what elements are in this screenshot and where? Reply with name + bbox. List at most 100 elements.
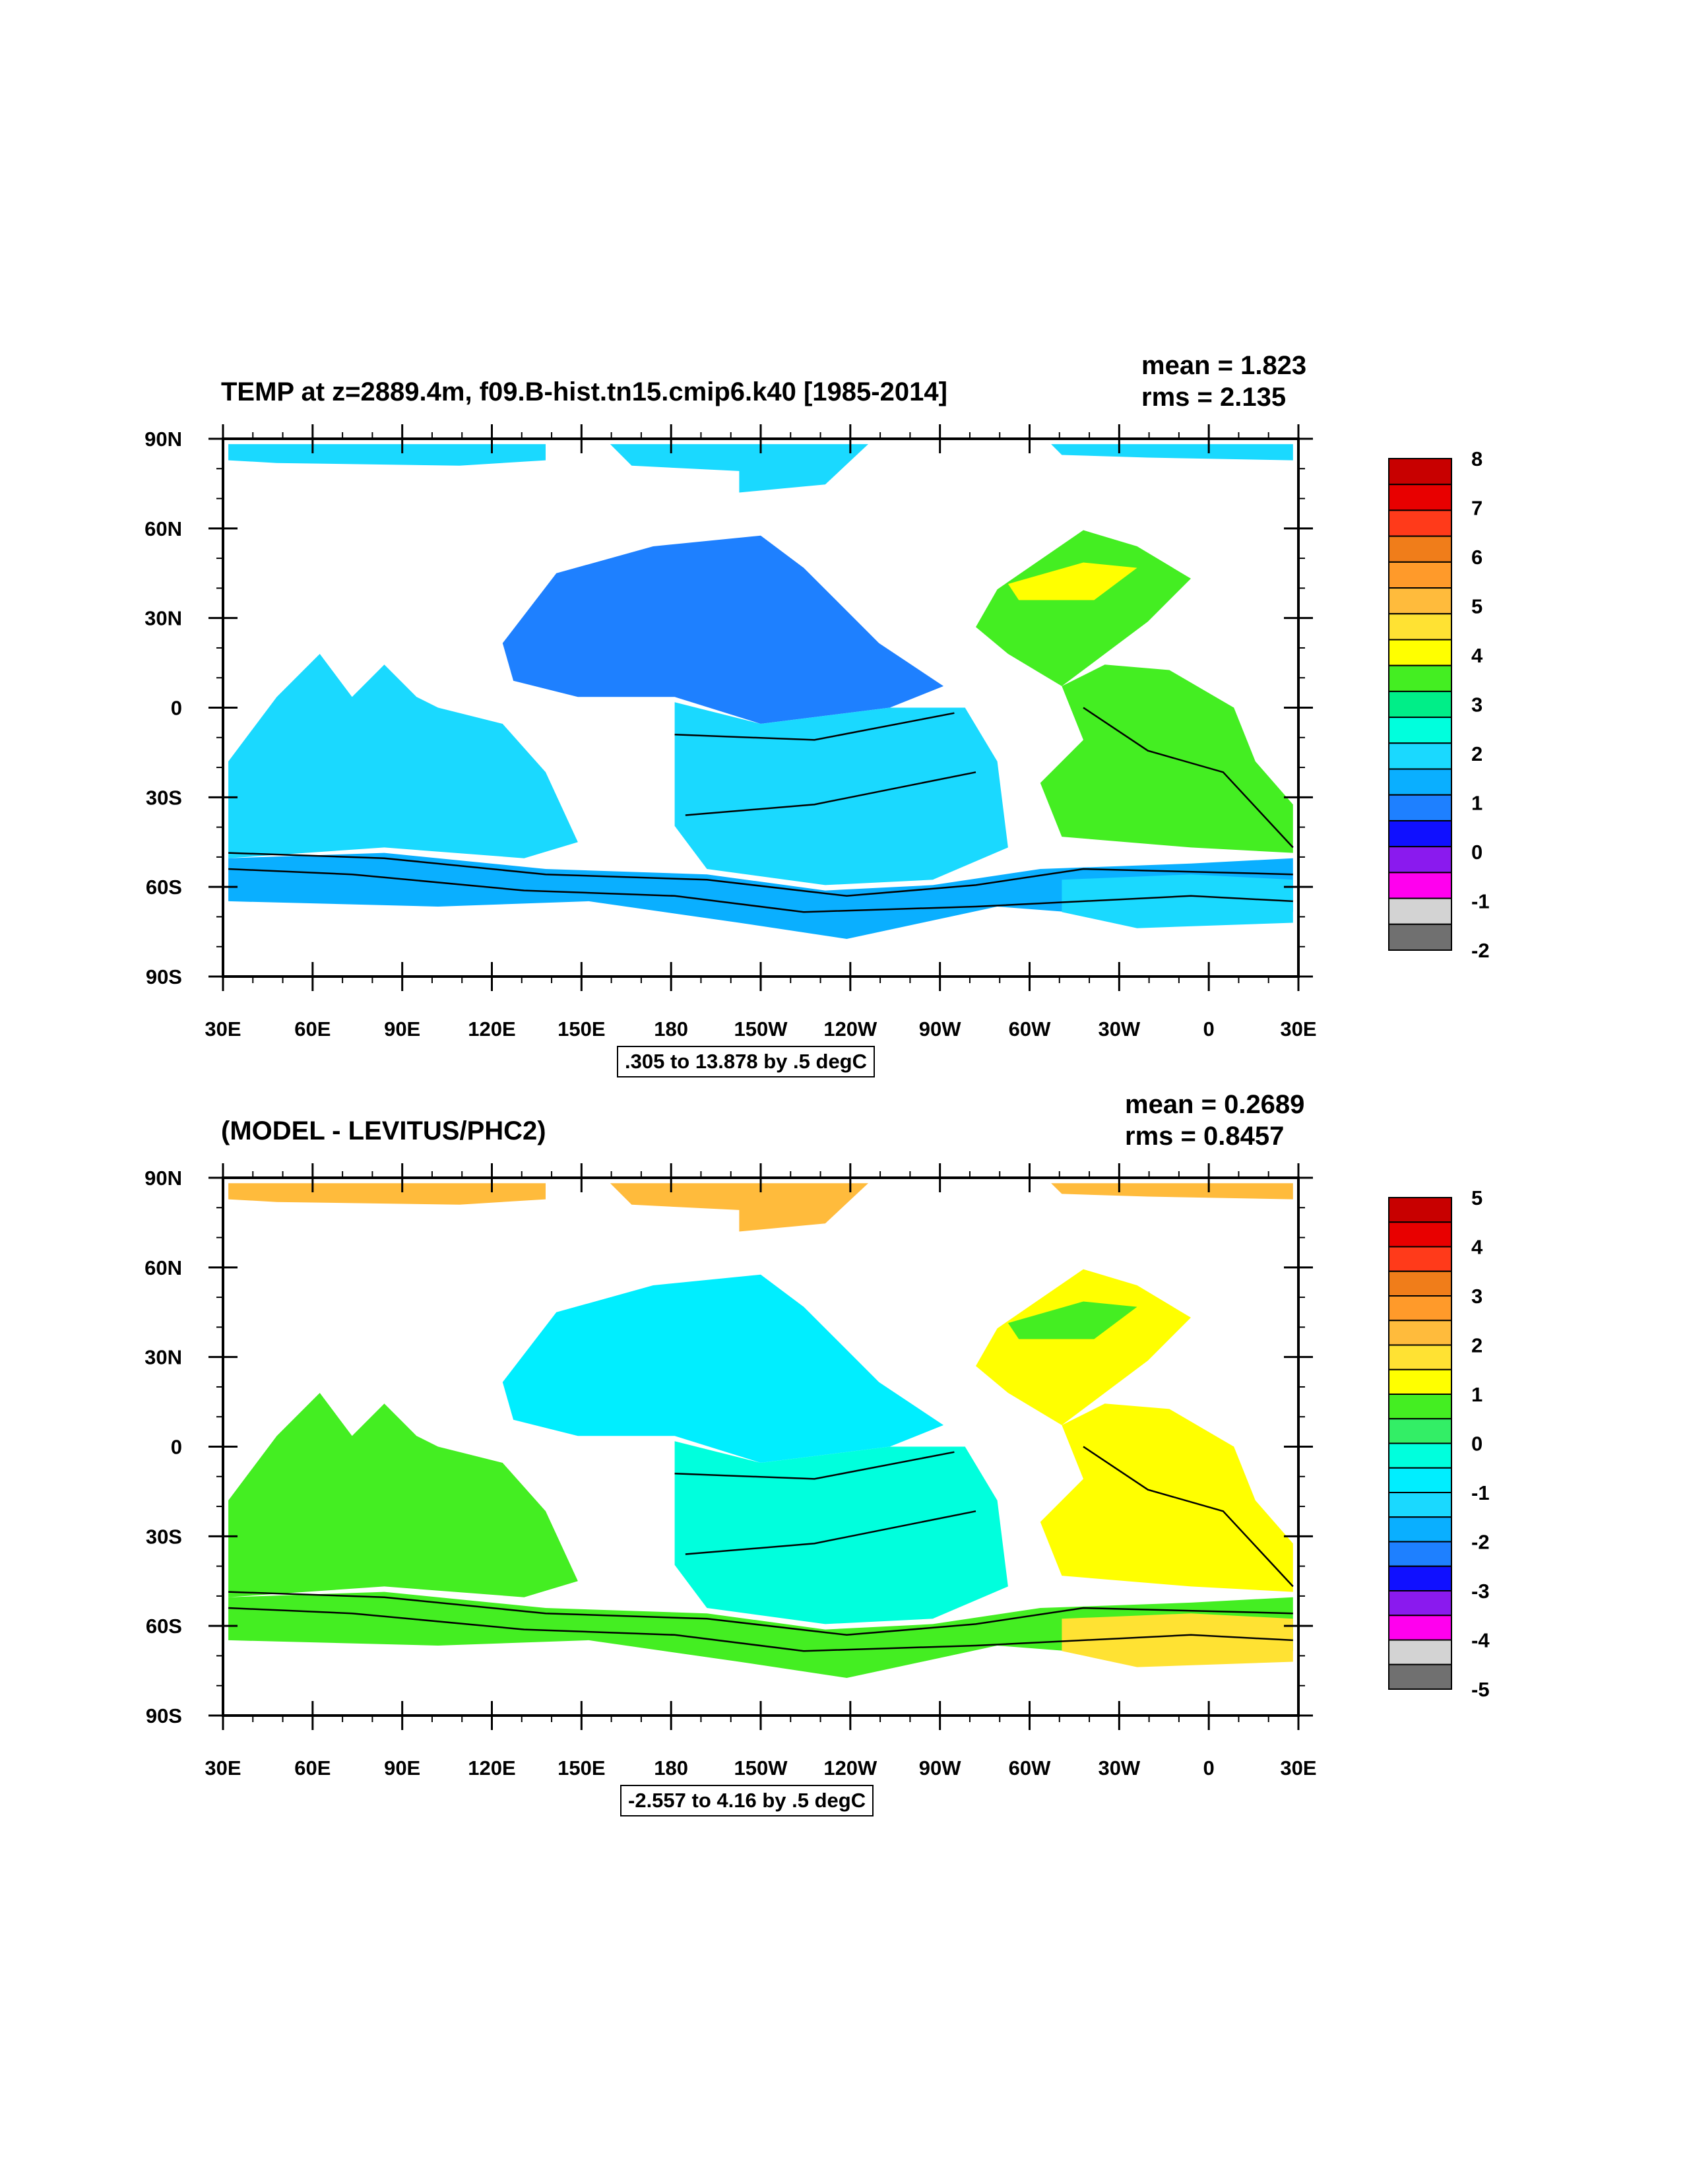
- colorbar-label: -4: [1471, 1629, 1490, 1652]
- colorbar-label: 0: [1471, 841, 1482, 864]
- ocean-region-southern: [228, 852, 1293, 939]
- colorbar-swatch: [1388, 1246, 1452, 1272]
- contour-line: [1083, 707, 1294, 849]
- colorbar-swatch: [1388, 1344, 1452, 1370]
- ocean-region-indian: [228, 1393, 578, 1597]
- colorbar-swatch: [1388, 1663, 1452, 1690]
- colorbar-swatch: [1388, 768, 1452, 796]
- contour-line: [228, 852, 1293, 897]
- ocean-region-pacific_north: [502, 1274, 944, 1463]
- lon-label: 60E: [294, 1017, 331, 1041]
- colorbar-swatch: [1388, 690, 1452, 719]
- lon-label: 30E: [1280, 1756, 1316, 1780]
- lon-label: 30W: [1098, 1756, 1140, 1780]
- ocean-region-arctic: [228, 444, 546, 466]
- colorbar-label: 6: [1471, 546, 1482, 569]
- ocean-region-atlantic_south: [1040, 664, 1293, 853]
- lat-label: 60S: [146, 876, 182, 899]
- colorbar-swatch: [1388, 1295, 1452, 1322]
- lat-label: 90S: [146, 965, 182, 988]
- colorbar-swatch: [1388, 535, 1452, 563]
- ocean-region-southern: [228, 1591, 1293, 1678]
- colorbar-swatch: [1388, 1541, 1452, 1567]
- ocean-region-pacific_south: [674, 1441, 1008, 1624]
- contour-line: [228, 1591, 1293, 1636]
- colorbar-swatch: [1388, 664, 1452, 692]
- colorbar-swatch: [1388, 639, 1452, 666]
- colorbar-label: 2: [1471, 742, 1482, 765]
- lon-label: 30E: [1280, 1017, 1316, 1041]
- lat-label: 60S: [146, 1615, 182, 1638]
- colorbar-swatch: [1388, 1368, 1452, 1395]
- colorbar-swatch: [1388, 1394, 1452, 1420]
- lon-label: 90E: [384, 1017, 420, 1041]
- colorbar-swatch: [1388, 1639, 1452, 1665]
- lat-label: 90S: [146, 1704, 182, 1727]
- colorbar-label: 1: [1471, 792, 1482, 815]
- contour-line: [685, 771, 976, 816]
- rms-value: rms = 2.135: [1141, 383, 1287, 412]
- colorbar-swatch: [1388, 717, 1452, 744]
- colorbar-label: -3: [1471, 1580, 1490, 1603]
- lat-label: 30N: [144, 1346, 182, 1369]
- panel-title: TEMP at z=2889.4m, f09.B-hist.tn15.cmip6…: [221, 377, 947, 406]
- lat-label: 60N: [144, 517, 182, 540]
- lat-label: 90N: [144, 428, 182, 451]
- ocean-region-arctic2: [610, 1183, 868, 1232]
- lon-label: 90W: [919, 1756, 961, 1780]
- lon-label: 30W: [1098, 1017, 1140, 1041]
- colorbar-label: 5: [1471, 1186, 1482, 1209]
- lon-label: 60W: [1009, 1017, 1051, 1041]
- colorbar-label: -2: [1471, 1531, 1490, 1554]
- colorbar-swatch: [1388, 923, 1452, 951]
- lon-label: 30E: [205, 1756, 241, 1780]
- contour-line: [674, 712, 955, 741]
- colorbar-swatch: [1388, 1565, 1452, 1591]
- colorbar-swatch: [1388, 742, 1452, 770]
- lat-label: 30S: [146, 786, 182, 809]
- colorbar-label: 3: [1471, 693, 1482, 717]
- mean-value: mean = 1.823: [1141, 351, 1307, 380]
- lat-label: 0: [171, 1436, 182, 1459]
- lat-label: 0: [171, 697, 182, 720]
- lat-label: 60N: [144, 1256, 182, 1279]
- ocean-region-arctic3: [1051, 444, 1293, 461]
- lon-label: 180: [654, 1756, 688, 1780]
- colorbar-swatch: [1388, 846, 1452, 874]
- colorbar-label: 3: [1471, 1285, 1482, 1308]
- contour-line: [674, 1451, 955, 1480]
- lon-label: 120W: [823, 1017, 877, 1041]
- colorbar-swatch: [1388, 897, 1452, 925]
- ocean-region-arctic3: [1051, 1183, 1293, 1200]
- lon-label: 90E: [384, 1756, 420, 1780]
- ocean-region-atlantic_nw: [1007, 562, 1137, 600]
- colorbar-label: -1: [1471, 1481, 1490, 1504]
- colorbar-swatch: [1388, 872, 1452, 899]
- colorbar-swatch: [1388, 1516, 1452, 1543]
- lon-label: 120E: [468, 1017, 515, 1041]
- ocean-region-pacific_south: [674, 702, 1008, 885]
- mean-value: mean = 0.2689: [1125, 1090, 1305, 1119]
- colorbar-swatch: [1388, 587, 1452, 615]
- colorbar-swatch: [1388, 1442, 1452, 1469]
- colorbar-swatch: [1388, 1492, 1452, 1518]
- colorbar-swatch: [1388, 1467, 1452, 1493]
- colorbar-swatch: [1388, 509, 1452, 537]
- contour-range-label: -2.557 to 4.16 by .5 degC: [620, 1785, 874, 1816]
- colorbar-label: 4: [1471, 1236, 1483, 1259]
- ocean-region-atlantic_south: [1040, 1403, 1293, 1592]
- lon-label: 120W: [823, 1756, 877, 1780]
- ocean-region-atlantic_nw: [1007, 1301, 1137, 1339]
- colorbar-label: 2: [1471, 1334, 1482, 1357]
- contour-range-label: .305 to 13.878 by .5 degC: [617, 1046, 876, 1077]
- colorbar-label: -2: [1471, 939, 1490, 962]
- panel-model-temp: TEMP at z=2889.4m, f09.B-hist.tn15.cmip6…: [144, 351, 1490, 1077]
- ocean-region-indian: [228, 654, 578, 858]
- colorbar-label: -5: [1471, 1678, 1490, 1701]
- colorbar-swatch: [1388, 794, 1452, 821]
- colorbar-swatch: [1388, 1615, 1452, 1641]
- contour-line: [1083, 1446, 1294, 1588]
- colorbar-label: 0: [1471, 1432, 1482, 1456]
